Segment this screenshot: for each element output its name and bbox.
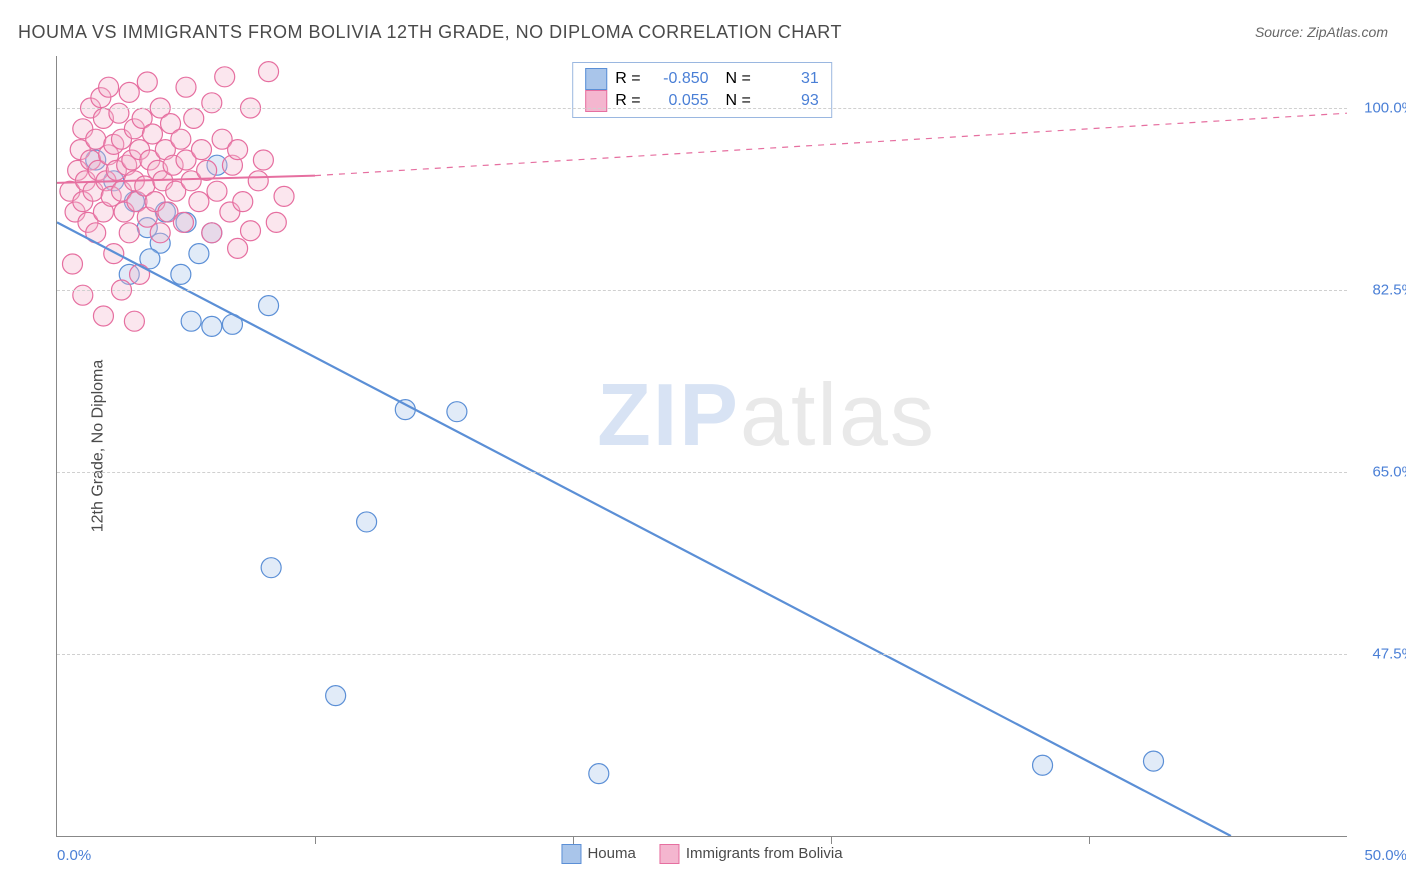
data-point [109,103,129,123]
data-point [62,254,82,274]
data-point [124,311,144,331]
legend-swatch [561,844,581,864]
x-axis-max-label: 50.0% [1347,847,1406,864]
data-point [202,316,222,336]
trend-line [57,222,1231,836]
data-point [197,160,217,180]
x-tick [831,836,832,844]
data-point [395,400,415,420]
stat-n-value: 31 [759,70,819,88]
data-point [266,212,286,232]
legend-label: Immigrants from Bolivia [686,845,843,862]
data-point [589,764,609,784]
data-point [357,512,377,532]
data-point [189,192,209,212]
data-point [130,264,150,284]
data-point [189,244,209,264]
data-point [73,285,93,305]
chart-title: HOUMA VS IMMIGRANTS FROM BOLIVIA 12TH GR… [18,22,842,43]
data-point [248,171,268,191]
data-point [207,181,227,201]
source-label: Source: ZipAtlas.com [1255,24,1388,40]
stat-n-label: N = [717,70,751,88]
data-point [215,67,235,87]
data-point [259,296,279,316]
data-point [171,264,191,284]
data-point [171,129,191,149]
data-point [184,108,204,128]
data-point [259,62,279,82]
x-tick [573,836,574,844]
data-point [181,311,201,331]
data-point [119,82,139,102]
gridline [57,654,1347,655]
data-point [228,140,248,160]
data-point [274,186,294,206]
data-point [191,140,211,160]
gridline [57,290,1347,291]
x-tick [315,836,316,844]
gridline [57,108,1347,109]
legend-swatch [585,68,607,90]
legend-label: Houma [587,845,635,862]
data-point [104,244,124,264]
stats-legend: R = -0.850 N = 31R = 0.055 N = 93 [572,62,832,118]
stat-r-label: R = [615,70,640,88]
gridline [57,472,1347,473]
data-point [228,238,248,258]
series-legend: Houma Immigrants from Bolivia [561,844,842,864]
stats-legend-row: R = -0.850 N = 31 [585,68,819,90]
y-tick-label: 82.5% [1355,282,1406,299]
y-tick-label: 65.0% [1355,464,1406,481]
data-point [150,223,170,243]
scatter-plot [57,56,1347,836]
data-point [241,221,261,241]
data-point [1033,755,1053,775]
trend-line [315,113,1347,175]
legend-item: Houma [561,844,635,864]
data-point [93,306,113,326]
stat-r-value: -0.850 [649,70,709,88]
y-tick-label: 100.0% [1355,100,1406,117]
data-point [261,558,281,578]
data-point [202,223,222,243]
y-tick-label: 47.5% [1355,646,1406,663]
data-point [119,223,139,243]
data-point [253,150,273,170]
data-point [173,212,193,232]
data-point [1144,751,1164,771]
data-point [326,686,346,706]
data-point [233,192,253,212]
x-axis-min-label: 0.0% [57,847,91,864]
x-tick [1089,836,1090,844]
data-point [202,93,222,113]
legend-swatch [660,844,680,864]
data-point [176,77,196,97]
legend-item: Immigrants from Bolivia [660,844,843,864]
data-point [447,402,467,422]
data-point [99,77,119,97]
data-point [137,72,157,92]
chart-area: ZIPatlas R = -0.850 N = 31R = 0.055 N = … [56,56,1347,837]
